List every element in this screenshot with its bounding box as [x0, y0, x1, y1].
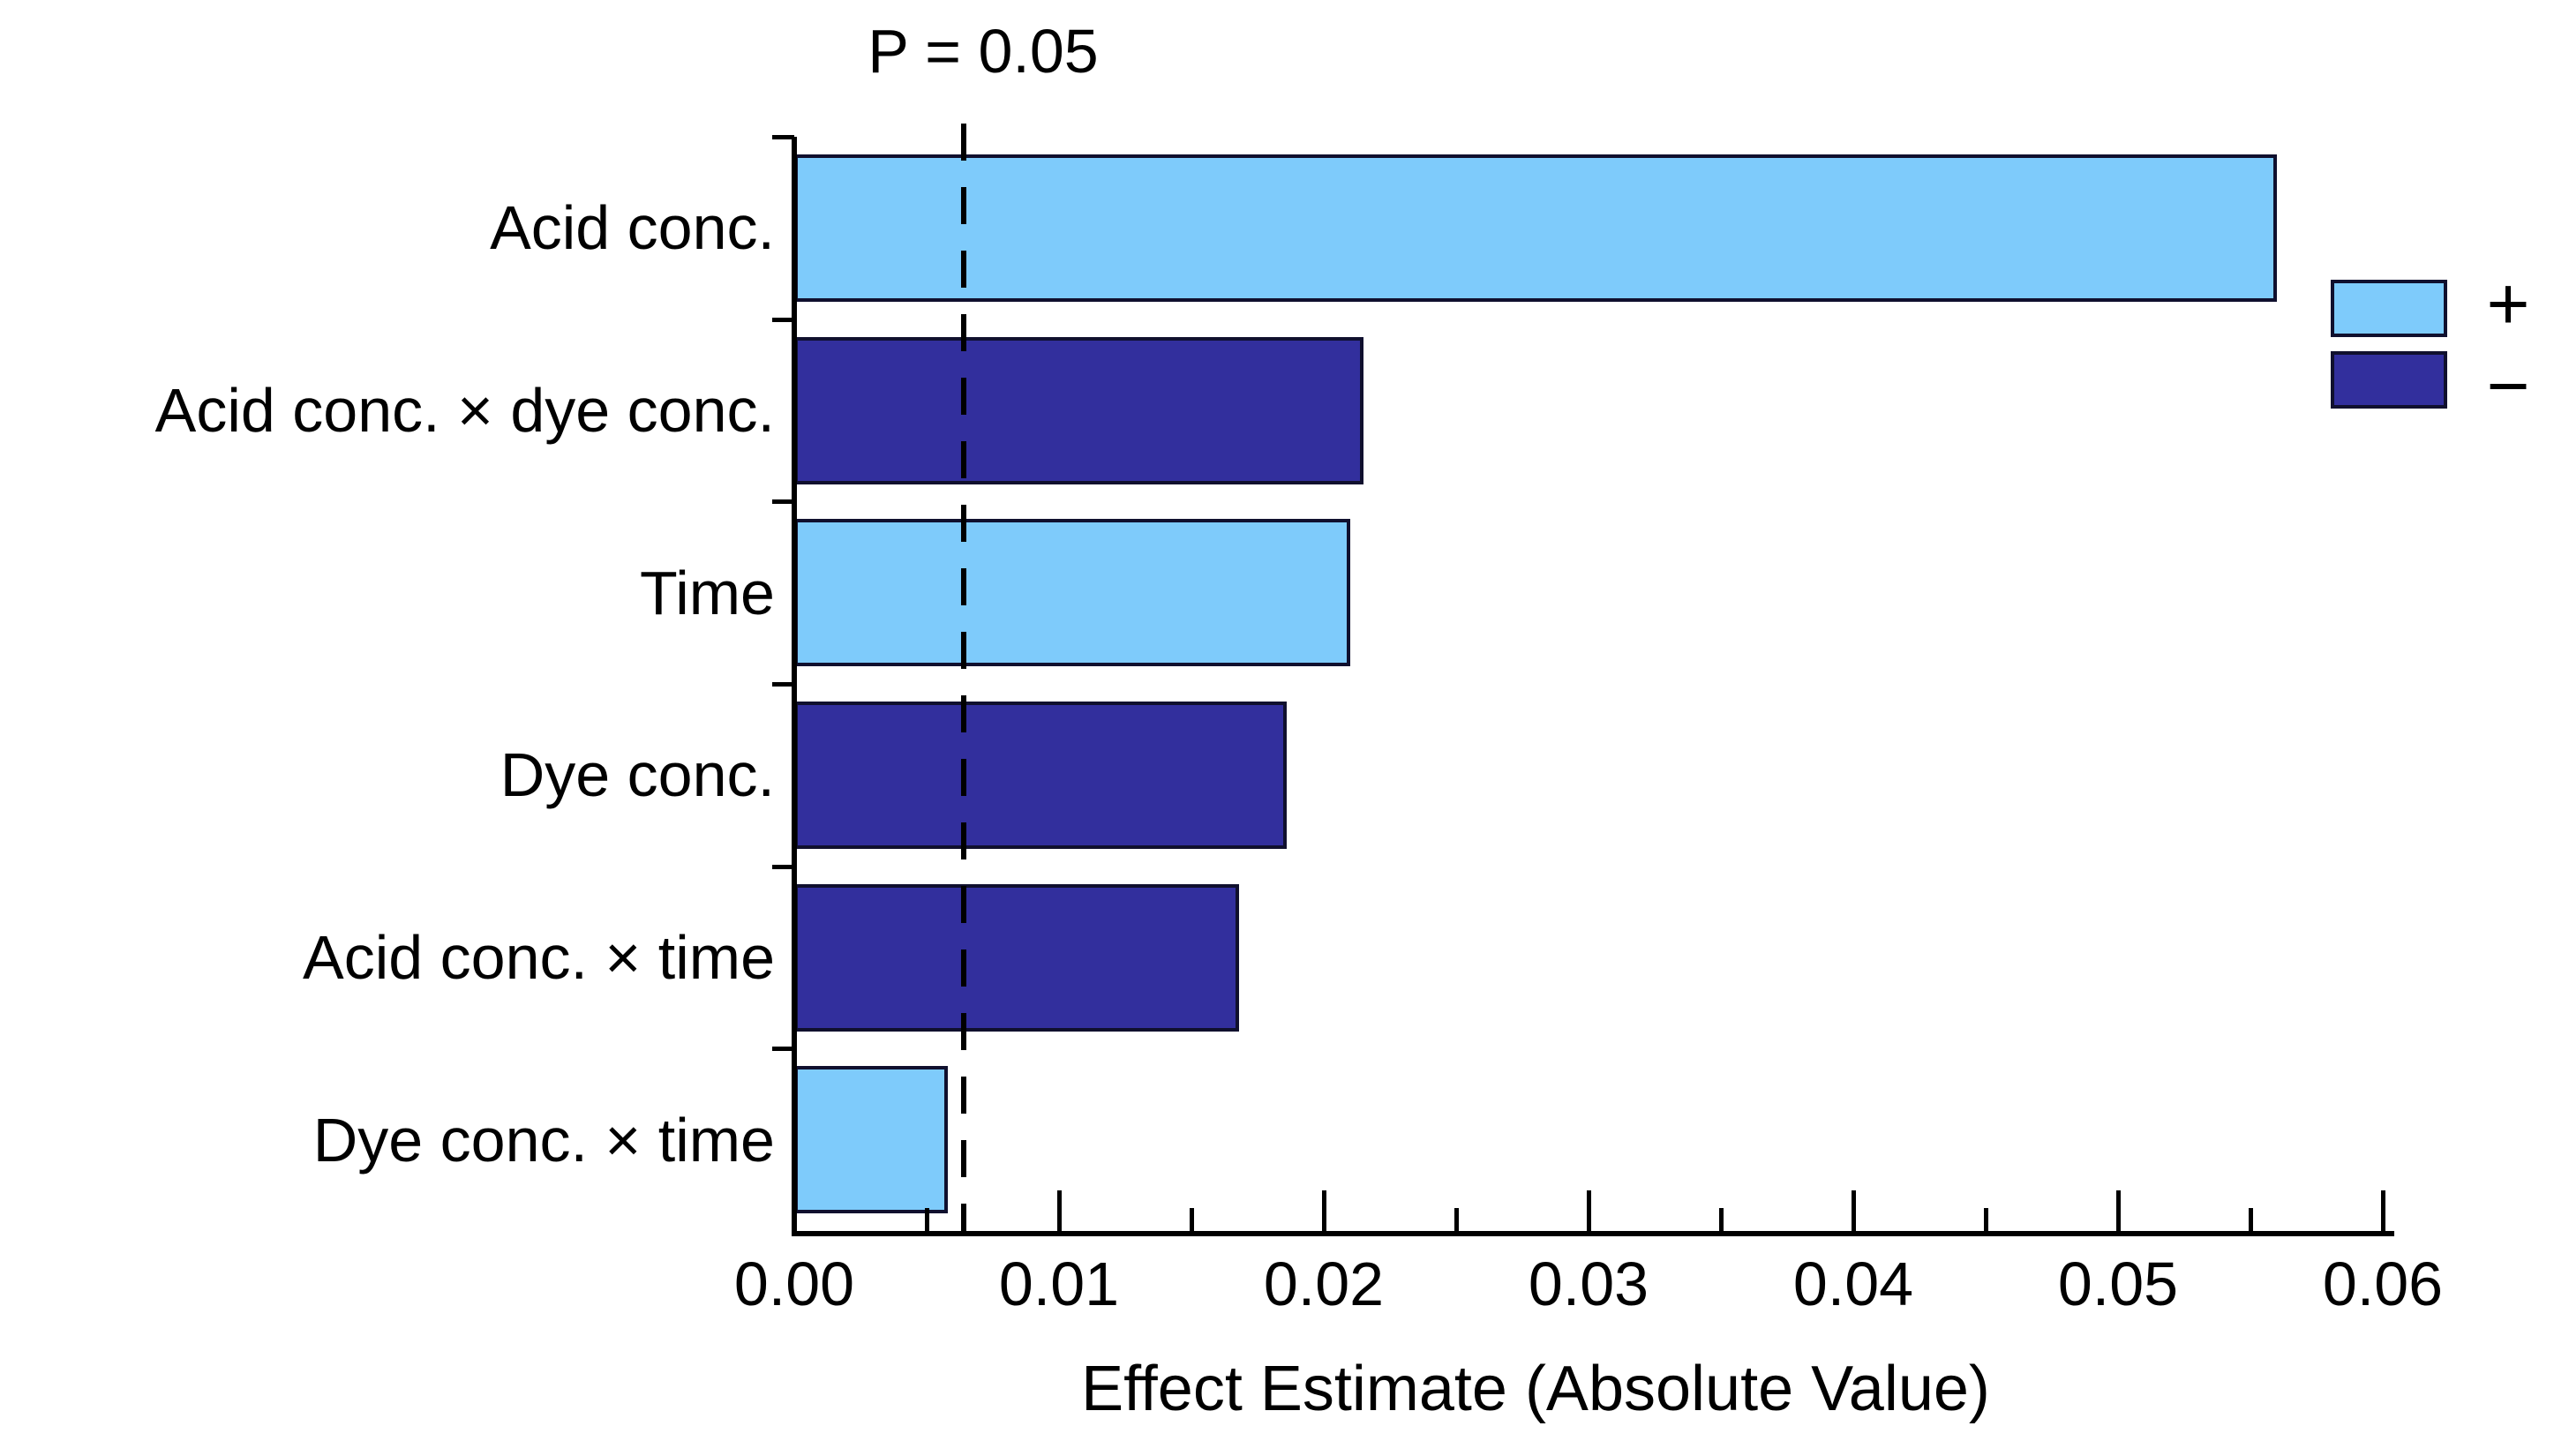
x-axis-tick-label: 0.04 — [1792, 1250, 1914, 1318]
legend-swatch-positive — [2331, 280, 2447, 337]
y-axis-tick — [772, 317, 794, 322]
x-axis-tick-label: 0.05 — [2057, 1250, 2179, 1318]
y-axis-tick — [772, 1047, 794, 1052]
x-axis-major-tick — [1587, 1190, 1591, 1231]
x-axis-minor-tick — [1984, 1208, 1988, 1231]
category-label: Time — [640, 558, 775, 627]
y-axis-tick — [772, 499, 794, 505]
x-axis-major-tick — [792, 1190, 797, 1231]
x-axis-tick-label: 0.06 — [2322, 1250, 2444, 1318]
x-axis-major-tick — [1322, 1190, 1326, 1231]
bar-positive — [794, 154, 2277, 302]
significance-threshold-line — [961, 124, 966, 1236]
bar-positive — [794, 519, 1350, 667]
x-axis-minor-tick — [925, 1208, 929, 1231]
category-label: Acid conc. × time — [303, 923, 775, 992]
legend-swatch-negative — [2331, 351, 2447, 409]
category-label: Dye conc. — [500, 740, 775, 810]
x-axis-title: Effect Estimate (Absolute Value) — [1081, 1354, 1990, 1424]
y-axis-tick — [772, 682, 794, 687]
category-label: Acid conc. — [490, 193, 775, 263]
x-axis-major-tick — [2381, 1190, 2385, 1231]
bar-positive — [794, 1066, 948, 1214]
x-axis-minor-tick — [1454, 1208, 1459, 1231]
x-axis-tick-label: 0.00 — [733, 1250, 855, 1318]
x-axis-tick-label: 0.01 — [998, 1250, 1120, 1318]
bar-negative — [794, 336, 1363, 484]
category-label: Acid conc. × dye conc. — [154, 376, 775, 445]
legend-symbol-positive: + — [2486, 262, 2530, 345]
x-axis-tick-label: 0.02 — [1263, 1250, 1385, 1318]
x-axis-minor-tick — [1190, 1208, 1194, 1231]
x-axis-major-tick — [2116, 1190, 2121, 1231]
x-axis-line — [792, 1231, 2394, 1236]
x-axis-major-tick — [1057, 1190, 1062, 1231]
x-axis-minor-tick — [1719, 1208, 1724, 1231]
y-axis-tick — [772, 864, 794, 869]
category-label: Dye conc. × time — [312, 1105, 775, 1175]
legend-symbol-negative: − — [2486, 344, 2530, 427]
bar-negative — [794, 883, 1239, 1032]
y-axis-tick — [772, 135, 794, 139]
x-axis-major-tick — [1852, 1190, 1856, 1231]
threshold-label: P = 0.05 — [868, 17, 1099, 86]
y-axis-line — [792, 137, 797, 1236]
bar-negative — [794, 701, 1287, 849]
x-axis-tick-label: 0.03 — [1528, 1250, 1649, 1318]
x-axis-minor-tick — [2249, 1208, 2253, 1231]
